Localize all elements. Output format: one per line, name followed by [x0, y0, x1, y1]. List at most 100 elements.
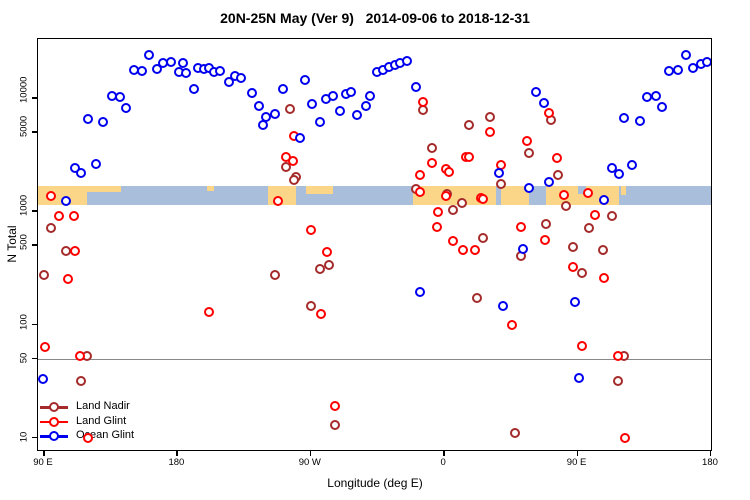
ocean-glint-point	[569, 297, 580, 308]
chart-title: 20N-25N May (Ver 9) 2014-09-06 to 2018-1…	[220, 10, 530, 26]
land-glint-point	[68, 210, 79, 221]
ocean-glint-point	[114, 92, 125, 103]
ocean-glint-point	[181, 68, 192, 79]
ocean-glint-point	[627, 160, 638, 171]
ocean-glint-point	[136, 66, 147, 77]
y-tick-mark	[32, 131, 37, 133]
land-nadir-point	[553, 170, 564, 181]
y-tick-label: 10000	[18, 76, 30, 103]
y-tick-mark	[32, 323, 37, 326]
x-tick-mark	[176, 451, 178, 456]
land-nadir-point	[285, 103, 296, 114]
land-glint-point	[427, 157, 438, 168]
ocean-glint-point	[634, 115, 645, 126]
x-tick-label: 90 W	[298, 457, 321, 468]
ocean-glint-point	[680, 49, 691, 60]
world-map-band-land	[620, 185, 627, 196]
land-glint-point	[273, 196, 284, 207]
land-nadir-point	[541, 219, 552, 230]
y-tick-mark	[32, 210, 37, 212]
ocean-glint-point	[98, 117, 109, 128]
land-glint-point	[440, 191, 451, 202]
land-glint-point	[46, 191, 57, 202]
ocean-glint-point	[151, 64, 162, 75]
ocean-glint-point	[215, 66, 226, 77]
land-glint-point	[470, 244, 481, 255]
ocean-glint-point	[328, 91, 339, 102]
land-glint-point	[62, 273, 73, 284]
ocean-glint-point	[411, 82, 422, 93]
land-nadir-point	[523, 147, 534, 158]
land-nadir-point	[270, 270, 281, 280]
ocean-glint-point	[61, 196, 72, 207]
land-glint-point	[568, 261, 579, 272]
ocean-glint-point	[270, 109, 281, 120]
land-glint-point	[70, 245, 81, 256]
y-tick-label: 500	[18, 234, 30, 251]
land-glint-point	[431, 221, 442, 232]
land-glint-point	[599, 272, 610, 283]
ocean-glint-point	[277, 84, 288, 95]
ocean-glint-point	[246, 87, 257, 98]
ocean-glint-point	[365, 91, 376, 102]
y-tick-mark	[32, 97, 37, 99]
y-tick-mark	[32, 436, 37, 439]
land-nadir-point	[456, 198, 467, 209]
land-glint-point	[590, 209, 601, 220]
ocean-glint-point	[606, 163, 617, 174]
land-glint-point	[415, 170, 426, 181]
land-nadir-point	[495, 179, 506, 190]
land-glint-point	[477, 194, 488, 205]
land-glint-point	[83, 432, 94, 443]
land-nadir-point	[477, 233, 488, 244]
ocean-glint-point	[614, 169, 625, 180]
land-nadir-point	[46, 223, 57, 234]
ocean-glint-point	[701, 56, 711, 67]
ocean-glint-point	[166, 56, 177, 67]
land-nadir-point	[289, 174, 300, 185]
land-glint-point	[620, 432, 631, 443]
y-tick-label: 10	[18, 431, 30, 443]
land-nadir-point	[577, 267, 588, 278]
land-nadir-point	[560, 201, 571, 212]
ocean-glint-point	[498, 300, 509, 311]
legend-label: Land Glint	[76, 414, 127, 427]
ocean-glint-point	[517, 243, 528, 254]
ocean-glint-point	[83, 114, 94, 125]
x-tick-label: 180	[702, 457, 718, 468]
ocean-glint-point	[538, 98, 549, 109]
land-nadir-point	[606, 210, 617, 221]
world-map-band-land	[577, 194, 587, 205]
x-tick-label: 90 E	[33, 457, 53, 468]
ocean-glint-point	[618, 112, 629, 123]
world-map-band-land	[86, 185, 122, 193]
ocean-glint-point	[295, 133, 306, 144]
y-tick-mark	[32, 244, 37, 246]
y-tick-mark	[32, 357, 37, 360]
x-tick-mark	[709, 451, 712, 456]
ocean-glint-point	[651, 91, 662, 102]
land-nadir-point	[510, 428, 521, 439]
ocean-glint-point	[531, 86, 542, 97]
land-glint-point	[464, 152, 475, 163]
land-glint-point	[418, 97, 429, 108]
land-glint-point	[485, 127, 496, 138]
land-nadir-point	[597, 244, 608, 255]
land-glint-point	[203, 307, 214, 318]
land-glint-point	[40, 342, 51, 353]
ocean-glint-point	[360, 100, 371, 111]
ocean-glint-point	[299, 75, 310, 86]
land-glint-point	[612, 350, 623, 361]
land-nadir-point	[76, 375, 87, 386]
ocean-glint-point	[574, 372, 585, 383]
x-tick-mark	[443, 451, 445, 456]
world-map-band-land	[207, 185, 215, 192]
land-glint-point	[516, 221, 527, 232]
ocean-glint-point	[657, 102, 668, 113]
land-glint-point	[415, 187, 426, 197]
land-nadir-point	[471, 292, 482, 303]
land-glint-point	[522, 135, 533, 146]
land-glint-point	[443, 167, 454, 178]
y-tick-label: 50	[18, 352, 30, 363]
y-tick-label: 5000	[18, 115, 30, 138]
